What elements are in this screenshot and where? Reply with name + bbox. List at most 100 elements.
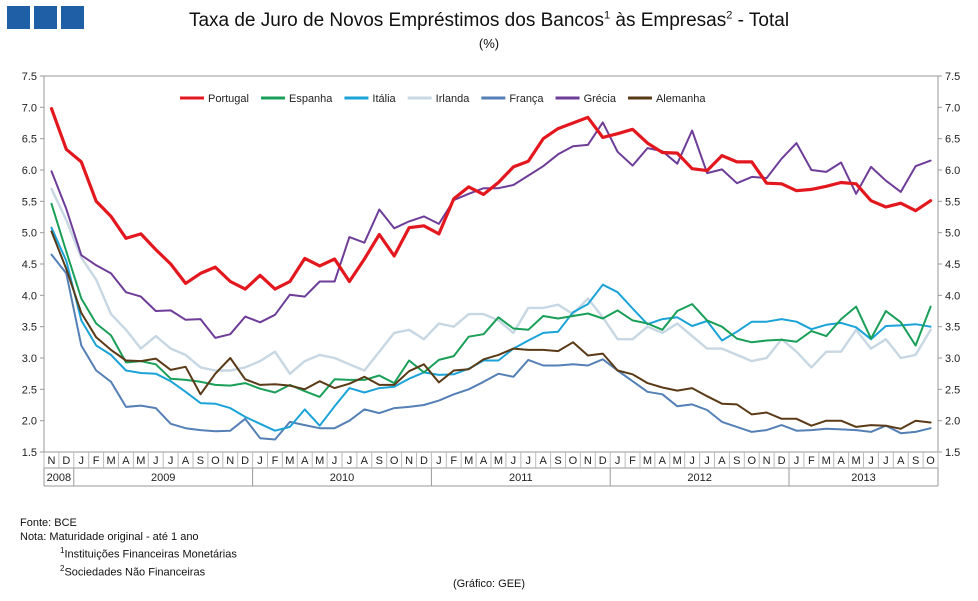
- title-footnote-1: 1: [603, 9, 611, 22]
- legend-label: Espanha: [289, 93, 333, 105]
- x-month-label: A: [837, 455, 845, 467]
- x-month-label: M: [136, 455, 145, 467]
- x-month-label: M: [315, 455, 324, 467]
- y-tick-label-left: 5.0: [22, 228, 37, 240]
- x-month-label: J: [257, 455, 263, 467]
- x-month-label: F: [450, 455, 457, 467]
- x-month-label: D: [778, 455, 786, 467]
- x-month-label: D: [420, 455, 428, 467]
- legend-label: Itália: [372, 93, 396, 105]
- x-month-label: A: [480, 455, 488, 467]
- x-month-label: S: [733, 455, 740, 467]
- note-source: Fonte: BCE: [20, 517, 77, 529]
- y-tick-label-right: 4.0: [945, 290, 960, 302]
- y-tick-label-left: 5.5: [22, 196, 37, 208]
- x-month-label: M: [643, 455, 652, 467]
- y-tick-label-left: 7.0: [22, 102, 37, 114]
- x-month-label: J: [332, 455, 338, 467]
- footnote-2-text: Sociedades Não Financeiras: [64, 566, 206, 579]
- x-month-label: N: [584, 455, 592, 467]
- x-month-label: N: [763, 455, 771, 467]
- y-tick-label-right: 7.5: [945, 71, 960, 83]
- x-month-label: S: [554, 455, 561, 467]
- note-maturity: Nota: Maturidade original - até 1 ano: [20, 531, 199, 543]
- x-month-label: O: [747, 455, 756, 467]
- chart-title: Taxa de Juro de Novos Empréstimos dos Ba…: [0, 10, 978, 32]
- plot-area-frame: [43, 75, 939, 453]
- logo-square: [34, 6, 57, 29]
- x-month-label: D: [62, 455, 70, 467]
- title-text: Taxa de Juro de Novos Empréstimos dos Ba…: [188, 10, 604, 31]
- note-footnote-1: 1Instituições Financeiras Monetárias: [20, 544, 237, 562]
- series-line-frança: [50, 253, 932, 441]
- x-month-label: J: [883, 455, 889, 467]
- note-footnote-2: 2Sociedades Não Financeiras: [20, 562, 237, 580]
- x-month-label: N: [226, 455, 234, 467]
- y-tick-label-left: 3.5: [22, 322, 37, 334]
- legend-label: França: [509, 93, 544, 105]
- x-month-label: J: [794, 455, 800, 467]
- x-year-label: 2011: [509, 472, 533, 484]
- y-tick-label-right: 6.0: [945, 165, 960, 177]
- legend-label: Alemanha: [656, 93, 706, 105]
- y-tick-label-left: 7.5: [22, 71, 37, 83]
- series-line-espanha: [50, 202, 932, 398]
- x-month-label: J: [168, 455, 174, 467]
- x-month-label: A: [897, 455, 905, 467]
- chart-subtitle: (%): [478, 36, 500, 51]
- x-month-label: A: [361, 455, 369, 467]
- x-month-label: M: [822, 455, 831, 467]
- chart-notes: Fonte: BCE Nota: Maturidade original - a…: [20, 516, 237, 579]
- x-month-label: M: [673, 455, 682, 467]
- legend-label: Portugal: [208, 93, 249, 105]
- y-tick-label-right: 3.0: [945, 353, 960, 365]
- footnote-1-text: Instituições Financeiras Monetárias: [64, 548, 237, 561]
- x-month-label: J: [347, 455, 353, 467]
- x-month-label: J: [511, 455, 517, 467]
- footnote-1-marker: 1: [60, 546, 65, 555]
- y-tick-label-left: 2.0: [22, 416, 37, 428]
- x-month-label: D: [241, 455, 249, 467]
- y-tick-label-right: 3.5: [945, 322, 960, 334]
- y-tick-label-right: 7.0: [945, 102, 960, 114]
- series-line-itália: [50, 226, 932, 432]
- x-month-label: J: [704, 455, 710, 467]
- footnote-2-marker: 2: [60, 563, 65, 573]
- y-tick-label-left: 1.5: [22, 447, 37, 459]
- y-tick-label-left: 4.5: [22, 259, 37, 271]
- x-month-label: D: [599, 455, 607, 467]
- x-month-label: A: [718, 455, 726, 467]
- y-tick-label-left: 6.5: [22, 134, 37, 146]
- x-month-label: M: [851, 455, 860, 467]
- x-month-label: F: [93, 455, 100, 467]
- x-month-label: S: [912, 455, 919, 467]
- y-tick-label-left: 2.5: [22, 384, 37, 396]
- y-tick-label-right: 4.5: [945, 259, 960, 271]
- x-year-label: 2012: [687, 472, 711, 484]
- x-month-label: J: [868, 455, 874, 467]
- x-month-label: A: [182, 455, 190, 467]
- logo-square: [61, 6, 84, 29]
- y-tick-label-right: 2.0: [945, 416, 960, 428]
- x-month-label: A: [301, 455, 309, 467]
- x-month-label: N: [405, 455, 413, 467]
- y-tick-label-right: 6.5: [945, 134, 960, 146]
- y-tick-label-right: 5.5: [945, 196, 960, 208]
- series-line-irlanda: [50, 187, 932, 375]
- y-tick-label-left: 6.0: [22, 165, 37, 177]
- x-month-label: F: [629, 455, 636, 467]
- title-text-mid: às Empresas: [610, 10, 727, 31]
- x-month-label: J: [689, 455, 695, 467]
- series-line-grécia: [50, 121, 932, 339]
- y-tick-label-right: 2.5: [945, 384, 960, 396]
- x-month-label: M: [285, 455, 294, 467]
- x-month-label: M: [106, 455, 115, 467]
- x-month-label: S: [197, 455, 204, 467]
- legend-label: Grécia: [584, 93, 617, 105]
- x-year-label: 2010: [330, 472, 354, 484]
- x-month-label: N: [47, 455, 55, 467]
- x-year-label: 2008: [47, 472, 71, 484]
- x-month-label: J: [526, 455, 532, 467]
- y-tick-label-right: 5.0: [945, 228, 960, 240]
- x-month-label: J: [79, 455, 85, 467]
